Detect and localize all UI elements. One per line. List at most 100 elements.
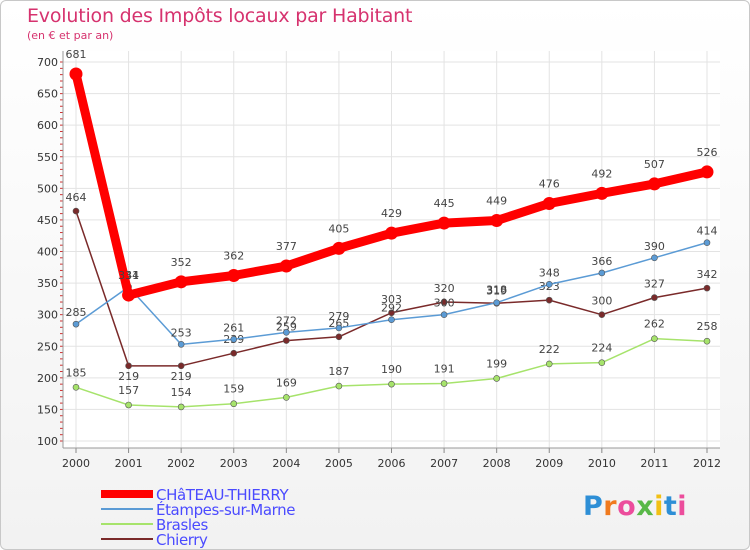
data-point [647, 177, 661, 191]
data-label: 187 [328, 365, 349, 378]
data-label: 285 [66, 306, 87, 319]
data-point [177, 341, 185, 348]
data-label: 342 [697, 268, 718, 281]
data-label: 261 [223, 321, 244, 334]
data-point [700, 165, 714, 179]
legend-swatch [101, 490, 153, 498]
data-label: 292 [381, 302, 402, 315]
data-point [437, 216, 451, 230]
data-point [651, 335, 658, 342]
y-tick-label: 650 [37, 88, 58, 101]
data-point [598, 359, 606, 366]
data-label: 476 [539, 177, 560, 190]
data-label: 253 [171, 326, 192, 339]
data-label: 362 [223, 250, 244, 263]
y-tick-label: 200 [37, 372, 58, 385]
data-label: 390 [644, 240, 665, 253]
data-label: 279 [328, 310, 349, 323]
data-label: 414 [697, 225, 718, 238]
data-point [230, 349, 238, 357]
data-label: 449 [486, 195, 507, 208]
data-label: 681 [66, 48, 87, 61]
data-label: 219 [171, 370, 192, 383]
data-point [651, 254, 658, 262]
data-label: 190 [381, 363, 402, 376]
legend-label: Chierry [156, 531, 208, 549]
y-tick-label: 550 [37, 151, 58, 164]
data-point [440, 380, 448, 387]
data-point [651, 294, 658, 301]
data-point [227, 269, 241, 283]
data-point [385, 226, 398, 240]
y-tick-label: 400 [37, 246, 58, 259]
data-label: 303 [381, 293, 402, 306]
y-tick-label: 100 [37, 435, 58, 448]
data-point [598, 269, 606, 277]
x-tick-label: 2011 [640, 457, 668, 470]
data-label: 300 [591, 295, 612, 308]
data-point [72, 320, 80, 328]
data-point [388, 316, 395, 324]
legend-swatch [101, 508, 153, 510]
data-point [595, 186, 609, 200]
data-label: 526 [697, 146, 718, 159]
x-tick-label: 2003 [220, 457, 248, 470]
data-label: 159 [223, 383, 244, 396]
chart-title: Evolution des Impôts locaux par Habitant [27, 5, 413, 27]
data-point [703, 239, 711, 246]
data-label: 262 [644, 318, 665, 331]
x-tick-label: 2012 [693, 457, 721, 470]
data-point [177, 362, 185, 370]
data-point [279, 259, 293, 273]
legend-label: CHâTEAU-THIERRY [156, 486, 289, 504]
x-tick-label: 2002 [167, 457, 195, 470]
data-point [283, 329, 290, 336]
legend-swatch [101, 523, 153, 525]
logo-letter: P [583, 491, 604, 522]
data-point [283, 394, 290, 401]
data-point [332, 241, 346, 255]
data-label: 352 [171, 256, 192, 269]
data-point [72, 207, 80, 215]
data-label: 445 [434, 197, 455, 210]
y-tick-label: 500 [37, 182, 58, 195]
data-point [69, 67, 83, 81]
data-point [440, 298, 448, 306]
y-tick-label: 300 [37, 309, 58, 322]
data-label: 507 [644, 158, 665, 171]
data-label: 185 [66, 366, 87, 379]
legend-label: Brasles [156, 516, 208, 534]
data-label: 405 [328, 222, 349, 235]
x-tick-label: 2004 [272, 457, 300, 470]
data-label: 259 [276, 321, 297, 334]
data-label: 300 [434, 297, 455, 310]
legend-swatch [101, 538, 153, 540]
data-point [125, 401, 132, 409]
data-point [545, 296, 553, 304]
y-tick-label: 700 [37, 56, 58, 69]
data-point [703, 337, 711, 345]
data-label: 366 [591, 255, 612, 268]
data-label: 219 [118, 370, 139, 383]
data-label: 272 [276, 314, 297, 327]
y-tick-label: 350 [37, 277, 58, 290]
x-tick-label: 2009 [535, 457, 563, 470]
y-tick-label: 600 [37, 119, 58, 132]
legend-label: Étampes-sur-Marne [156, 501, 296, 519]
logo-letter: r [603, 491, 618, 522]
y-tick-label: 150 [37, 403, 58, 416]
data-point [490, 214, 504, 228]
proxiti-logo: Proxiti [583, 491, 687, 522]
data-label: 191 [434, 363, 455, 376]
data-label: 320 [434, 282, 455, 295]
data-point [335, 382, 343, 390]
data-point [388, 309, 395, 317]
y-tick-label: 250 [37, 340, 58, 353]
x-tick-label: 2008 [483, 457, 511, 470]
data-point [283, 337, 290, 344]
x-tick-label: 2001 [115, 457, 143, 470]
data-point [703, 284, 711, 292]
data-point [335, 333, 343, 341]
